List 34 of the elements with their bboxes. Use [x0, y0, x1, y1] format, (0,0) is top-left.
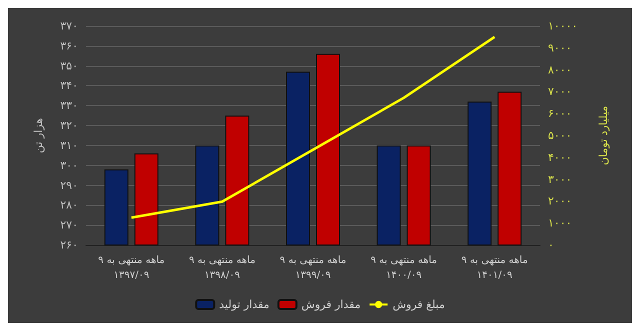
x-tick-label: ۹ ماهه منتهی به ۱۴۰۰/۰۹ — [370, 255, 438, 281]
y-tick-label: ۳۳۰ — [60, 99, 78, 112]
y2-tick-label: ۸۰۰۰ — [548, 63, 572, 76]
y-tick-label: ۲۶۰ — [60, 238, 78, 252]
y2-tick-label: ۳۰۰۰ — [548, 172, 572, 186]
y2-tick-label: ۶۰۰۰ — [548, 107, 572, 120]
y-tick-label: ۳۵۰ — [60, 59, 78, 72]
y2-tick-label: ۹۰۰۰ — [548, 41, 572, 54]
y2-tick-label: ۲۰۰۰ — [548, 194, 572, 208]
y-tick-label: ۳۶۰ — [60, 39, 78, 52]
y2-tick-label: ۴۰۰۰ — [548, 150, 572, 164]
y2-tick-label: ۷۰۰۰ — [548, 85, 572, 98]
y2-tick-label: ۵۰۰۰ — [548, 129, 572, 142]
y-tick-label: ۳۰۰ — [60, 158, 78, 172]
y2-axis-title: میلیارد تومان — [597, 106, 610, 166]
legend-label: مقدار فروش — [301, 298, 361, 311]
legend-label: مقدار تولید — [219, 298, 270, 311]
legend-label: مبلغ فروش — [392, 298, 445, 311]
y-tick-label: ۳۲۰ — [60, 119, 78, 132]
y2-tick-label: ۱۰۰۰ — [548, 216, 572, 230]
x-tick-label: ۹ ماهه منتهی به ۱۴۰۱/۰۹ — [461, 255, 528, 281]
y-tick-label: ۳۷۰ — [60, 20, 78, 32]
y-tick-label: ۳۴۰ — [60, 79, 78, 92]
line-series — [130, 36, 496, 219]
y-tick-label: ۲۹۰ — [60, 178, 78, 192]
y2-tick-label: ۱۰۰۰۰ — [548, 20, 578, 32]
y-tick-label: ۳۱۰ — [60, 138, 78, 152]
x-tick-label: ۹ ماهه منتهی به ۱۳۹۸/۰۹ — [188, 255, 256, 281]
x-tick-label: ۹ ماهه منتهی به ۱۳۹۷/۰۹ — [98, 255, 165, 281]
x-tick-label: ۹ ماهه منتهی به ۱۳۹۹/۰۹ — [280, 255, 346, 281]
y-tick-label: ۲۸۰ — [60, 198, 78, 212]
y-tick-label: ۲۷۰ — [60, 218, 78, 232]
y-axis-title: هزار تن — [32, 118, 45, 154]
y2-tick-label: ۰ — [548, 238, 554, 252]
